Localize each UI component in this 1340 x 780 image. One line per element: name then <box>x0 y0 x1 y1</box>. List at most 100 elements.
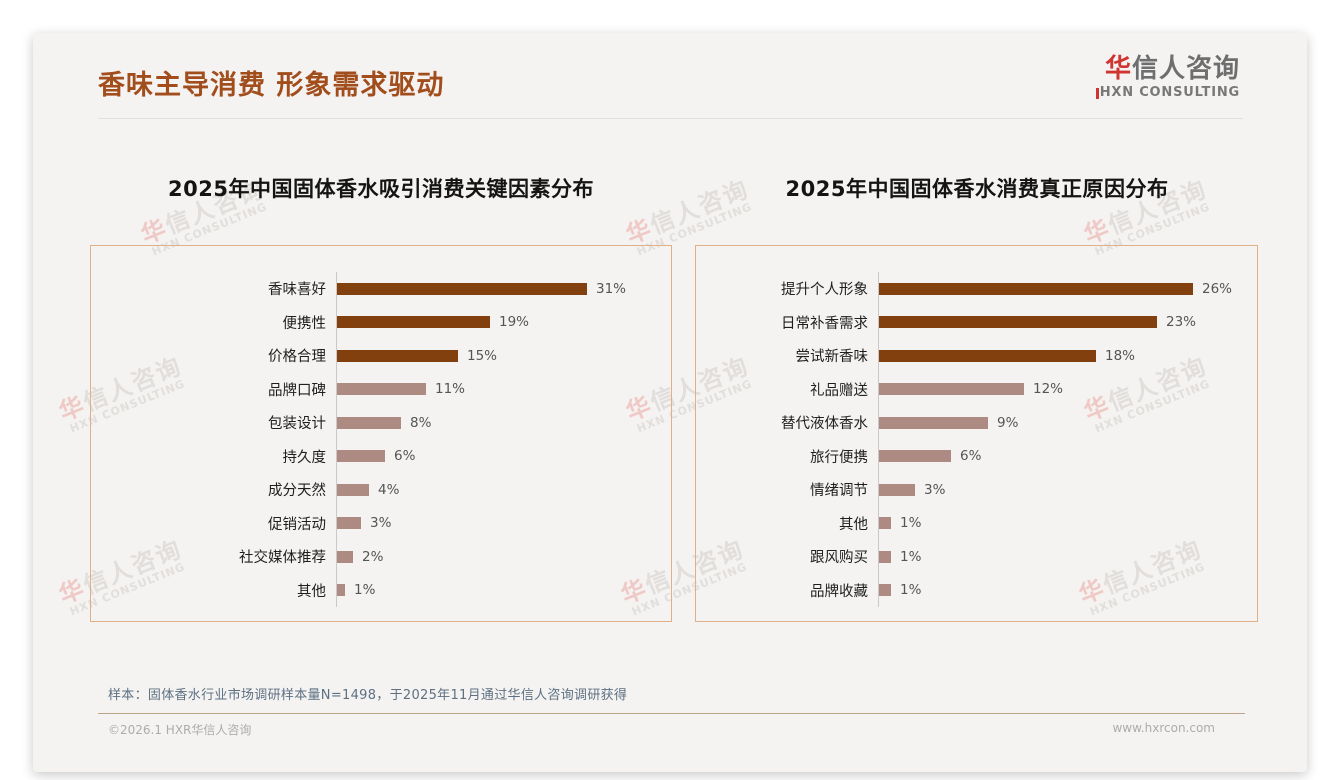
category-label: 促销活动 <box>268 516 326 533</box>
left-chart-rows: 香味喜好 31% 便携性 19% 价格合理 15% 品牌口碑 11% 包装设计 8% 持久度 6% 成分… <box>91 272 671 607</box>
category-label: 便携性 <box>282 315 327 332</box>
bar-row: 价格合理 15% <box>91 339 671 373</box>
category-label: 其他 <box>297 583 326 600</box>
sample-footnote: 样本：固体香水行业市场调研样本量N=1498，于2025年11月通过华信人咨询调… <box>108 688 628 703</box>
bar-row: 其他 1% <box>91 573 671 607</box>
logo-english-text: HXN CONSULTING <box>1095 85 1240 101</box>
bar-zone: 4% <box>336 473 671 507</box>
value-label: 3% <box>370 515 392 532</box>
bar <box>879 282 1193 295</box>
bar <box>337 517 361 530</box>
category-label: 社交媒体推荐 <box>239 550 326 567</box>
bar-zone: 1% <box>336 573 671 607</box>
category-label: 香味喜好 <box>268 282 326 299</box>
bar-zone: 11% <box>336 372 671 406</box>
category-label: 情绪调节 <box>810 483 868 500</box>
bar-zone: 18% <box>878 339 1257 373</box>
bar-row: 持久度 6% <box>91 439 671 473</box>
value-label: 23% <box>1166 314 1197 331</box>
bar-zone: 31% <box>336 272 671 306</box>
bar-row: 成分天然 4% <box>91 473 671 507</box>
bar <box>337 316 490 329</box>
logo-gray-chars: 信人咨询 <box>1131 54 1240 84</box>
bar <box>879 416 988 429</box>
right-chart-panel: 提升个人形象 26% 日常补香需求 23% 尝试新香味 18% 礼品赠送 12% 替代液体香水 9… <box>695 245 1258 622</box>
category-label: 替代液体香水 <box>781 416 868 433</box>
page-title: 香味主导消费 形象需求驱动 <box>98 70 445 101</box>
bar <box>337 416 401 429</box>
category-label: 持久度 <box>282 449 327 466</box>
logo-chinese-text: 华信人咨询 <box>1096 54 1240 85</box>
bar <box>879 316 1157 329</box>
value-label: 6% <box>960 448 982 465</box>
category-label: 品牌口碑 <box>268 382 326 399</box>
footer-divider <box>98 713 1245 714</box>
value-label: 1% <box>354 582 376 599</box>
company-logo: 华信人咨询 HXN CONSULTING <box>1095 54 1240 103</box>
bar-zone: 6% <box>878 439 1257 473</box>
category-label: 日常补香需求 <box>781 315 868 332</box>
category-label: 旅行便携 <box>810 449 868 466</box>
bar <box>337 383 426 396</box>
bar-zone: 6% <box>336 439 671 473</box>
category-label: 尝试新香味 <box>795 349 869 366</box>
bar-zone: 9% <box>878 406 1257 440</box>
bar-zone: 12% <box>878 372 1257 406</box>
value-label: 19% <box>499 314 530 331</box>
footer-copyright: ©2026.1 HXR华信人咨询 <box>108 723 252 737</box>
logo-red-char: 华 <box>1104 54 1132 84</box>
value-label: 8% <box>410 414 432 431</box>
bar-row: 品牌口碑 11% <box>91 372 671 406</box>
bar <box>879 450 951 463</box>
bar-row: 替代液体香水 9% <box>696 406 1257 440</box>
bar-zone: 1% <box>878 573 1257 607</box>
category-label: 跟风购买 <box>810 550 868 567</box>
category-label: 品牌收藏 <box>810 583 868 600</box>
value-label: 1% <box>900 548 922 565</box>
bar-row: 礼品赠送 12% <box>696 372 1257 406</box>
right-chart-rows: 提升个人形象 26% 日常补香需求 23% 尝试新香味 18% 礼品赠送 12% 替代液体香水 9… <box>696 272 1257 607</box>
bar-row: 品牌收藏 1% <box>696 573 1257 607</box>
right-chart-title: 2025年中国固体香水消费真正原因分布 <box>785 177 1169 201</box>
bar-zone: 3% <box>878 473 1257 507</box>
bar-row: 便携性 19% <box>91 305 671 339</box>
bar-zone: 19% <box>336 305 671 339</box>
bar-row: 日常补香需求 23% <box>696 305 1257 339</box>
value-label: 12% <box>1033 381 1064 398</box>
value-label: 26% <box>1202 280 1233 297</box>
category-label: 包装设计 <box>268 416 326 433</box>
bar-zone: 1% <box>878 506 1257 540</box>
category-label: 价格合理 <box>268 349 326 366</box>
footer-website[interactable]: www.hxrcon.com <box>1112 721 1215 735</box>
bar-row: 包装设计 8% <box>91 406 671 440</box>
logo-red-stem-icon <box>1095 87 1099 99</box>
value-label: 11% <box>435 381 466 398</box>
value-label: 4% <box>378 481 400 498</box>
bar <box>337 483 369 496</box>
bar-row: 情绪调节 3% <box>696 473 1257 507</box>
bar-row: 其他 1% <box>696 506 1257 540</box>
bar <box>879 550 891 563</box>
left-chart-panel: 香味喜好 31% 便携性 19% 价格合理 15% 品牌口碑 11% 包装设计 8% 持久度 6% 成分… <box>90 245 672 622</box>
value-label: 1% <box>900 582 922 599</box>
bar-zone: 2% <box>336 540 671 574</box>
value-label: 6% <box>394 448 416 465</box>
bar <box>879 584 891 597</box>
category-label: 礼品赠送 <box>810 382 868 399</box>
bar-row: 促销活动 3% <box>91 506 671 540</box>
bar-zone: 23% <box>878 305 1257 339</box>
value-label: 31% <box>596 280 627 297</box>
bar-row: 旅行便携 6% <box>696 439 1257 473</box>
value-label: 1% <box>900 515 922 532</box>
bar <box>879 517 891 530</box>
bar <box>337 550 353 563</box>
value-label: 2% <box>362 548 384 565</box>
bar-zone: 3% <box>336 506 671 540</box>
bar-row: 提升个人形象 26% <box>696 272 1257 306</box>
slide-card: 华信人咨询 HXN CONSULTING 华信人咨询 HXN CONSULTING 华信… <box>33 33 1307 772</box>
bar-row: 尝试新香味 18% <box>696 339 1257 373</box>
bar-zone: 26% <box>878 272 1257 306</box>
bar <box>337 584 345 597</box>
bar-zone: 15% <box>336 339 671 373</box>
left-chart-title: 2025年中国固体香水吸引消费关键因素分布 <box>168 177 594 201</box>
